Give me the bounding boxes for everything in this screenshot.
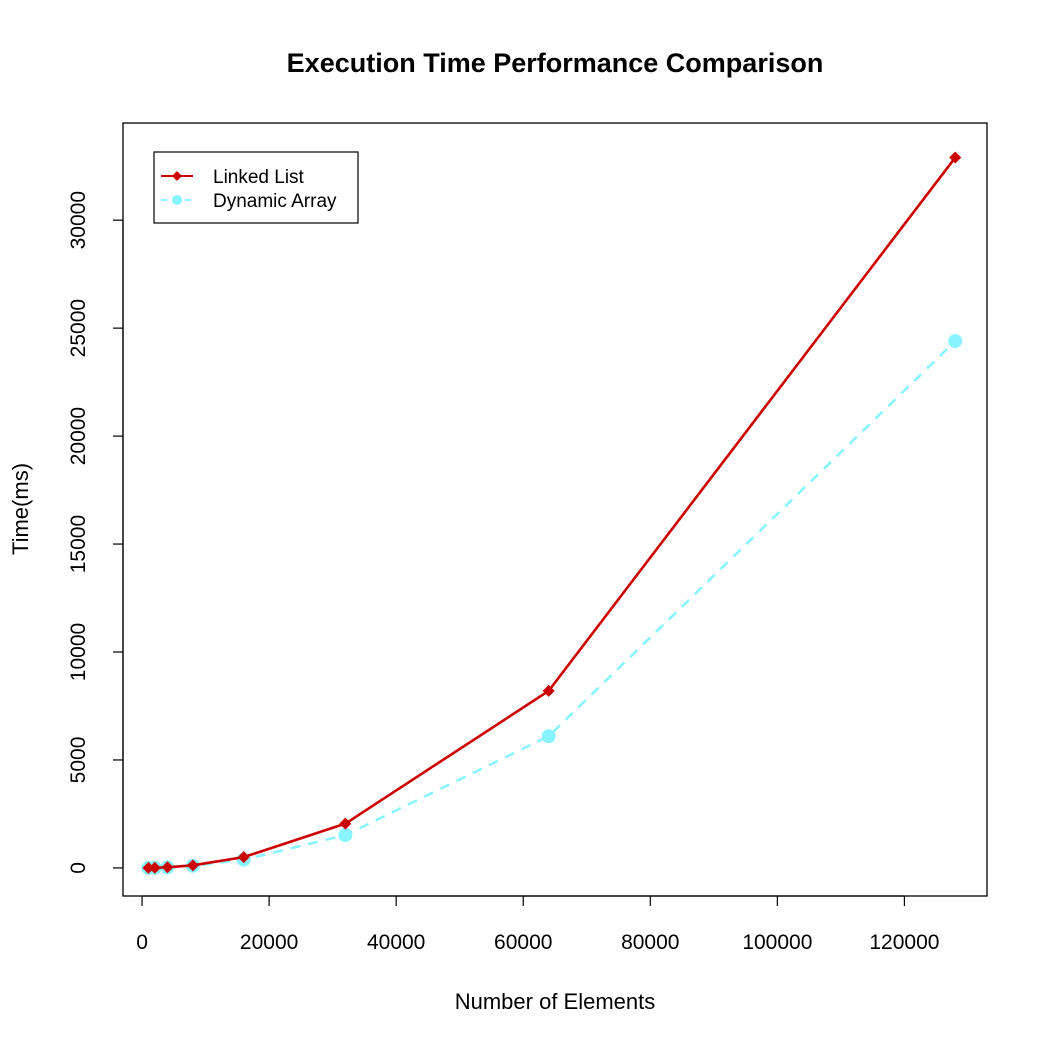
y-axis-label: Time(ms) — [8, 463, 33, 555]
y-tick-label: 30000 — [67, 191, 90, 249]
y-tick-label: 15000 — [67, 515, 90, 573]
data-point-linked-list — [949, 151, 962, 164]
y-tick-label: 25000 — [67, 299, 90, 357]
x-tick-label: 120000 — [869, 931, 939, 954]
x-tick-label: 80000 — [621, 931, 679, 954]
legend-marker-linked-list — [172, 171, 182, 181]
legend-box — [153, 151, 359, 224]
series-layer — [141, 151, 963, 875]
data-point-linked-list — [237, 851, 250, 864]
data-point-linked-list — [142, 861, 155, 874]
data-point-linked-list — [161, 861, 174, 874]
chart-title: Execution Time Performance Comparison — [287, 48, 824, 78]
x-tick-label: 40000 — [367, 931, 425, 954]
series-line-linked-list — [148, 156, 957, 870]
plot-frame — [122, 122, 988, 897]
data-point-linked-list — [148, 861, 161, 874]
x-axis: 0 20000 40000 60000 80000 100000 120000 — [136, 895, 939, 954]
legend-label-linked-list: Linked List — [213, 167, 305, 188]
legend: Linked List Dynamic Array — [153, 151, 359, 224]
series-line-dynamic-array — [148, 340, 957, 870]
series-dynamic-array — [141, 334, 963, 875]
series-linked-list — [142, 151, 962, 874]
x-tick-label: 0 — [136, 931, 148, 954]
y-tick-label: 20000 — [67, 407, 90, 465]
y-tick-label: 10000 — [67, 623, 90, 681]
legend-marker-dynamic-array — [172, 195, 182, 205]
x-tick-label: 60000 — [494, 931, 552, 954]
legend-label-dynamic-array: Dynamic Array — [213, 191, 337, 212]
y-tick-label: 5000 — [67, 737, 90, 784]
data-point-dynamic-array — [948, 334, 963, 349]
data-point-linked-list — [339, 817, 352, 830]
y-axis: 0 5000 10000 15000 20000 25000 30000 — [67, 191, 124, 874]
x-tick-label: 100000 — [742, 931, 812, 954]
data-point-linked-list — [542, 684, 555, 697]
x-axis-label: Number of Elements — [455, 989, 656, 1014]
data-point-linked-list — [186, 859, 199, 872]
x-tick-label: 20000 — [240, 931, 298, 954]
data-point-dynamic-array — [338, 828, 353, 843]
y-tick-label: 0 — [67, 862, 90, 874]
data-point-dynamic-array — [541, 729, 556, 744]
